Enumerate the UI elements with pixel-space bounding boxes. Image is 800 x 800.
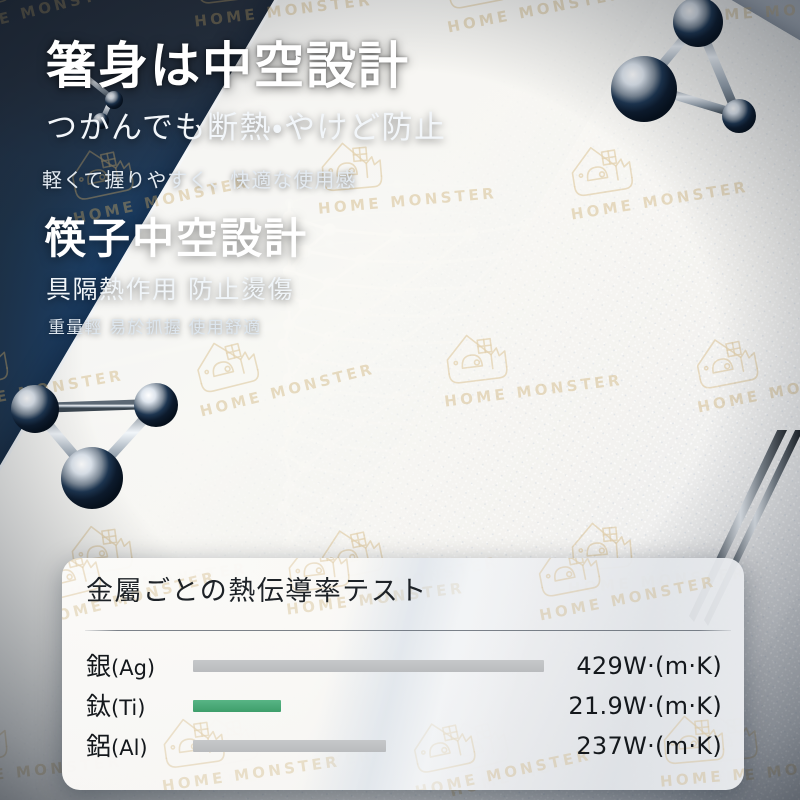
- bar-green: [193, 700, 281, 712]
- conductivity-value: 429W·(m·K): [576, 652, 722, 680]
- metal-name: 鈦: [86, 691, 112, 721]
- metal-label: 鋁(Al): [86, 734, 190, 759]
- metal-symbol: (Ag): [111, 655, 156, 680]
- metal-label: 鈦(Ti): [86, 694, 190, 719]
- thermal-conductivity-panel: HOME MONSTERHOME MONSTERHOME MONSTERHOME…: [62, 558, 744, 790]
- caption-japanese: 軽くて握りやすく、快適な使用感: [42, 168, 357, 192]
- panel-title: 金屬ごとの熱伝導率テスト: [86, 576, 428, 607]
- metal-label: 銀(Ag): [86, 654, 190, 679]
- headline-chinese: 筷子中空設計: [44, 214, 309, 263]
- conductivity-value: 237W·(m·K): [576, 732, 722, 760]
- conductivity-row: 銀(Ag) 429W·(m·K): [62, 646, 744, 686]
- metal-name: 銀: [86, 651, 112, 681]
- panel-sheen: [62, 558, 744, 790]
- metal-symbol: (Al): [111, 735, 148, 760]
- bar-grey: [193, 660, 544, 672]
- headline-japanese: 箸身は中空設計: [46, 37, 410, 95]
- subheadline-japanese: つかんでも断熱・やけど防止: [46, 110, 447, 146]
- caption-chinese: 重量輕 易於抓握 使用舒適: [48, 318, 262, 338]
- conductivity-bar-chart: 銀(Ag) 429W·(m·K) 鈦(Ti) 21.9W·(m·K) 鋁(Al) 237W…: [62, 646, 744, 766]
- bar-track: [193, 660, 544, 672]
- subheadline-chinese: 具隔熱作用 防止燙傷: [46, 275, 294, 304]
- conductivity-row: 鋁(Al) 237W·(m·K): [62, 726, 744, 766]
- bar-grey: [193, 740, 387, 752]
- metal-name: 鋁: [86, 731, 112, 761]
- conductivity-row: 鈦(Ti) 21.9W·(m·K): [62, 686, 744, 726]
- panel-divider: [85, 630, 731, 631]
- bar-track: [193, 740, 544, 752]
- conductivity-value: 21.9W·(m·K): [568, 692, 722, 720]
- bar-track: [193, 700, 544, 712]
- metal-symbol: (Ti): [111, 695, 146, 720]
